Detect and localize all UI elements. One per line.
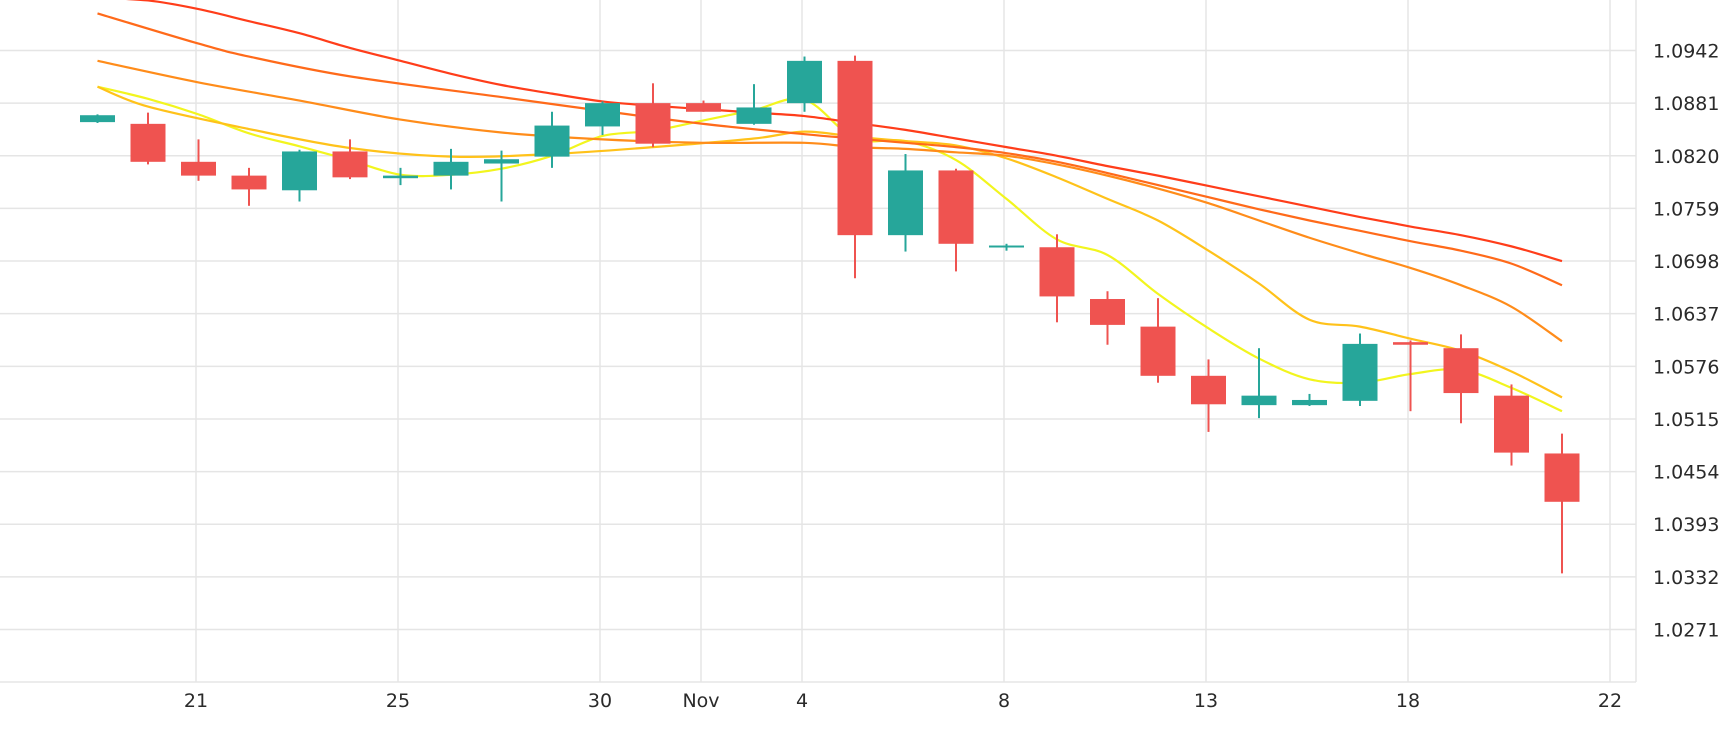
- y-tick-label: 1.0637: [1653, 304, 1719, 326]
- candle: [332, 139, 368, 180]
- candle-body: [433, 161, 469, 176]
- candle: [1090, 291, 1125, 345]
- y-tick-label: 1.0881: [1653, 93, 1719, 115]
- candle-body: [231, 175, 267, 190]
- candle: [1393, 340, 1428, 412]
- candle: [484, 150, 519, 202]
- candle: [837, 55, 873, 279]
- candle: [181, 139, 216, 181]
- y-tick-label: 1.0393: [1653, 514, 1719, 536]
- candle-body: [888, 170, 923, 236]
- candle-body: [1342, 343, 1378, 401]
- candle-body: [635, 103, 671, 144]
- moving-average-line-5: [126, 0, 1563, 263]
- candle-body: [1191, 375, 1226, 405]
- candle-body: [534, 125, 570, 157]
- candle-body: [383, 175, 418, 179]
- candle: [534, 111, 570, 168]
- candle: [585, 101, 620, 136]
- candle: [787, 56, 822, 112]
- moving-average-line-4: [97, 12, 1563, 287]
- candle-body: [332, 151, 368, 178]
- candle: [80, 114, 115, 123]
- candle-body: [1140, 326, 1176, 376]
- candle-body: [1090, 299, 1125, 325]
- candle: [1241, 348, 1277, 419]
- y-tick-label: 1.0576: [1653, 356, 1719, 378]
- candle-body: [938, 170, 974, 244]
- candle: [888, 154, 923, 252]
- x-tick-label: 18: [1396, 690, 1420, 712]
- y-tick-label: 1.0820: [1653, 146, 1719, 168]
- candle: [1140, 298, 1176, 383]
- y-tick-label: 1.0332: [1653, 567, 1719, 589]
- candle: [282, 149, 317, 202]
- candle: [1039, 234, 1075, 323]
- moving-average-lines: [97, 0, 1563, 413]
- moving-average-line-3: [97, 59, 1563, 343]
- moving-average-line-2: [97, 85, 1563, 399]
- candle: [686, 100, 721, 112]
- x-tick-label: 4: [796, 690, 808, 712]
- y-tick-label: 1.0698: [1653, 251, 1719, 273]
- candle: [383, 167, 418, 186]
- candle-body: [686, 103, 721, 112]
- x-tick-label: 21: [184, 690, 208, 712]
- y-tick-label: 1.0515: [1653, 409, 1719, 431]
- x-tick-label: 8: [998, 690, 1010, 712]
- x-tick-label: 13: [1194, 690, 1218, 712]
- candle-body: [1241, 395, 1277, 406]
- candle-body: [1544, 453, 1580, 502]
- grid-lines: [0, 0, 1637, 683]
- candle: [1494, 384, 1529, 466]
- candle: [1342, 333, 1378, 407]
- x-tick-label: 22: [1598, 690, 1622, 712]
- candle-body: [787, 60, 822, 104]
- candle-body: [282, 151, 317, 191]
- candle: [433, 148, 469, 190]
- candle-body: [1443, 348, 1479, 394]
- candle: [1292, 393, 1327, 407]
- candle-body: [181, 161, 216, 176]
- y-tick-label: 1.0454: [1653, 462, 1719, 484]
- candle-body: [1039, 247, 1075, 297]
- candle: [1443, 334, 1479, 424]
- candle-body: [837, 60, 873, 236]
- candles: [80, 55, 1580, 574]
- candle: [989, 243, 1024, 251]
- candle-body: [1292, 399, 1327, 406]
- candle: [231, 167, 267, 206]
- x-tick-label: 25: [386, 690, 410, 712]
- candle: [130, 112, 166, 165]
- candle: [1191, 359, 1226, 432]
- candle-body: [989, 245, 1024, 248]
- y-tick-label: 1.0759: [1653, 198, 1719, 220]
- y-tick-label: 1.0271: [1653, 620, 1719, 642]
- candle-body: [1494, 395, 1529, 453]
- x-tick-label: Nov: [682, 690, 719, 712]
- y-tick-label: 1.0942: [1653, 41, 1719, 63]
- candle: [736, 84, 772, 125]
- candle: [1544, 433, 1580, 574]
- x-tick-label: 30: [588, 690, 612, 712]
- x-axis: 21 25 30 Nov 4 8 13 18 22: [184, 690, 1622, 712]
- candle-body: [130, 123, 166, 162]
- y-axis: 1.0942 1.0881 1.0820 1.0759 1.0698 1.0637 1.05…: [1653, 41, 1719, 642]
- candle-body: [80, 115, 115, 123]
- candle-body: [736, 107, 772, 124]
- candle: [635, 83, 671, 148]
- candle-body: [1393, 342, 1428, 345]
- candle-body: [585, 103, 620, 127]
- candle: [938, 168, 974, 272]
- candle-body: [484, 159, 519, 164]
